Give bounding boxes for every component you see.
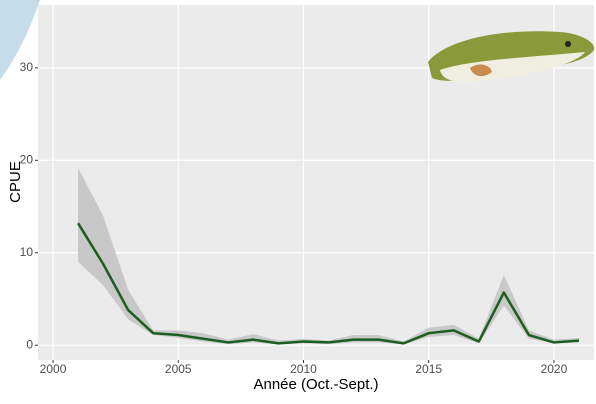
x-tick-label: 2000 bbox=[40, 362, 67, 376]
y-tick-label: 10 bbox=[20, 245, 34, 259]
fish-illustration bbox=[428, 31, 595, 83]
line bbox=[77, 222, 580, 345]
x-tick-label: 2010 bbox=[290, 362, 317, 376]
x-axis-title: Année (Oct.-Sept.) bbox=[253, 376, 378, 393]
x-tick-label: 2005 bbox=[165, 362, 192, 376]
y-axis-title: CPUE bbox=[7, 161, 24, 203]
decoration bbox=[0, 0, 40, 80]
x-tick-label: 2020 bbox=[541, 362, 568, 376]
y-tick-label: 0 bbox=[26, 337, 33, 351]
y-tick-label: 20 bbox=[20, 152, 34, 166]
marks bbox=[77, 167, 580, 345]
y-tick-label: 30 bbox=[20, 60, 34, 74]
x-tick-label: 2015 bbox=[415, 362, 442, 376]
